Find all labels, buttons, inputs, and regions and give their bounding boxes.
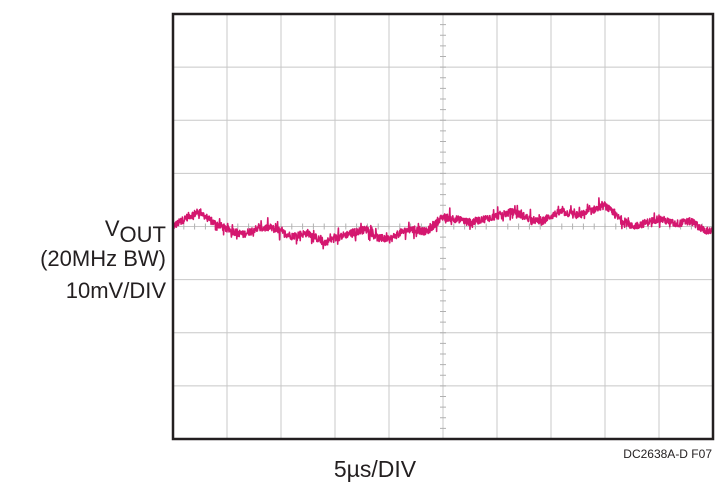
y-axis-label-scale: 10mV/DIV [65,278,166,303]
vout-trace [172,197,714,250]
y-axis-label-bandwidth: (20MHz BW) [40,246,166,271]
y-axis-label-vout: VOUT [104,216,166,247]
plot-frame [171,12,715,441]
center-ticks [183,24,703,429]
figure-id: DC2638A-D F07 [623,447,712,461]
x-axis-label: 5µs/DIV [333,456,417,482]
